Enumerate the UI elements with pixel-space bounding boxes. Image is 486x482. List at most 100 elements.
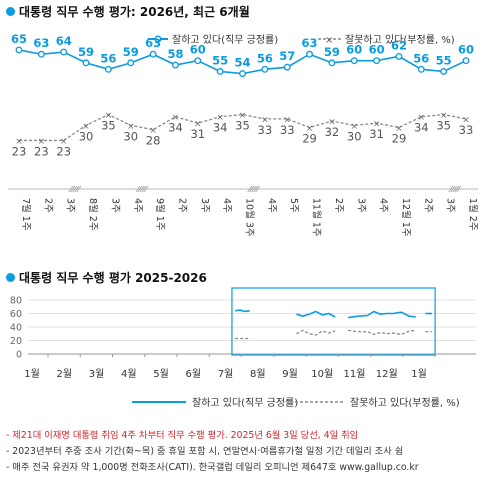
x-tick-label: 10월	[311, 368, 333, 380]
positive-point	[104, 65, 112, 73]
positive-point	[261, 65, 269, 73]
footnotes: - 제21대 이재명 대통령 취임 4주 차부터 직무 수행 평가. 2025년…	[6, 428, 419, 476]
axis-break-hatch-2	[255, 185, 261, 193]
negative-data-label: 33	[459, 123, 474, 137]
bullet-dot-icon	[6, 7, 15, 16]
negative-point: ×	[172, 113, 180, 123]
positive-data-label: 55	[212, 53, 228, 67]
chart1-title: 대통령 직무 수행 평가: 2026년, 최근 6개월	[6, 3, 250, 20]
x-tick-label: 2월	[56, 368, 72, 380]
positive-data-label: 64	[56, 34, 72, 48]
negative-data-label: 33	[258, 123, 273, 137]
positive-data-label: 54	[234, 56, 250, 70]
x-tick-label: 1월	[24, 368, 40, 380]
axis-break-hatch-2	[251, 185, 257, 193]
axis-break-hatch-1	[135, 185, 141, 193]
x-tick-label: 3주	[445, 198, 456, 213]
axis-break-hatch-0	[76, 185, 82, 193]
negative-series-line	[19, 113, 467, 142]
x-tick-label: 4월	[121, 368, 137, 380]
positive-point	[194, 57, 202, 65]
x-tick-label: 1월	[411, 368, 427, 380]
x-tick-label: 11월	[344, 368, 366, 380]
positive-data-label: 57	[279, 49, 295, 63]
x-tick-label: 12월 1주	[400, 198, 412, 237]
positive-point	[283, 63, 291, 71]
positive-point	[462, 57, 470, 65]
footnote-1: - 제21대 이재명 대통령 취임 4주 차부터 직무 수행 평가. 2025년…	[6, 430, 359, 441]
x-tick-label: 4주	[132, 198, 143, 213]
positive-data-label: 60	[346, 43, 362, 57]
positive-data-label: 56	[257, 51, 273, 65]
axis-break-hatch-2	[253, 185, 259, 193]
axis-break-hatch-2	[249, 185, 255, 193]
axis-break-hatch-1	[137, 185, 143, 193]
positive-point	[373, 57, 381, 65]
negative-point: ×	[350, 122, 358, 132]
negative-data-label: 34	[213, 121, 228, 135]
positive-point	[82, 59, 90, 67]
x-tick-label: 1월 2주	[467, 198, 479, 231]
positive-series-line	[235, 309, 250, 313]
axis-break-hatch-3	[456, 185, 462, 193]
positive-point	[239, 70, 246, 78]
chart2-title: 대통령 직무 수행 평가 2025-2026	[6, 269, 207, 286]
chart1-recent-6-months: 잘하고 있다(직무 긍정률) × 잘못하고 있다(부정률, %) 7월 1주 2주 3주 8…	[8, 32, 479, 237]
negative-data-label: 35	[235, 119, 250, 133]
negative-point: ×	[216, 113, 224, 123]
negative-point: ×	[395, 124, 403, 134]
x-tick-label: 11월 1주	[311, 198, 323, 237]
legend-negative-marker: ×	[325, 35, 333, 46]
negative-series-line	[347, 329, 416, 336]
y-tick-label: 80	[10, 296, 22, 307]
axis-break-hatch-3	[454, 185, 460, 193]
axis-break-hatch-0	[68, 185, 74, 193]
x-tick-label: 4주	[378, 198, 389, 213]
positive-data-label: 63	[33, 36, 49, 50]
negative-data-label: 29	[302, 132, 317, 146]
x-tick-label: 2주	[422, 198, 433, 213]
x-tick-label: 8월	[250, 368, 266, 380]
x-tick-label: 4주	[266, 198, 277, 213]
negative-point: ×	[127, 122, 135, 132]
legend-negative-label: 잘못하고 있다(부정률, %)	[350, 396, 460, 409]
positive-point	[171, 61, 179, 69]
positive-data-label: 60	[190, 43, 206, 57]
y-tick-label: 20	[10, 336, 22, 347]
axis-break-hatch-1	[143, 185, 149, 193]
axis-break-hatch-0	[74, 185, 80, 193]
negative-point: ×	[82, 122, 90, 132]
negative-data-label: 34	[168, 121, 183, 135]
negative-data-label: 28	[146, 134, 161, 148]
footnote-2: - 2023년부터 주중 조사 기간(화~목) 중 휴일 포함 시, 연말연시·…	[6, 446, 404, 457]
negative-data-label: 31	[190, 127, 205, 141]
y-tick-label: 0	[16, 350, 22, 361]
recent-period-highlight-box	[231, 287, 436, 356]
positive-point	[395, 52, 403, 60]
positive-point	[216, 68, 224, 75]
negative-series-line	[296, 329, 336, 336]
negative-point: ×	[261, 115, 269, 125]
negative-data-label: 30	[347, 129, 362, 143]
axis-break-hatch-2	[247, 185, 253, 193]
negative-point: ×	[373, 120, 381, 130]
positive-point	[37, 50, 45, 58]
negative-data-label: 32	[325, 125, 340, 139]
x-tick-label: 3주	[199, 198, 210, 213]
y-tick-label: 60	[10, 309, 22, 320]
negative-data-label: 23	[12, 144, 27, 158]
positive-data-label: 59	[324, 45, 340, 59]
negative-point: ×	[328, 118, 336, 128]
positive-data-label: 65	[11, 32, 27, 46]
negative-point: ×	[105, 111, 113, 121]
positive-data-label: 56	[413, 51, 429, 65]
positive-point	[417, 65, 425, 73]
negative-data-label: 35	[436, 119, 451, 133]
negative-point: ×	[38, 137, 46, 147]
x-tick-label: 12월	[376, 368, 398, 380]
negative-data-label: 33	[280, 123, 295, 137]
negative-point: ×	[418, 113, 426, 123]
x-tick-label: 5월	[153, 368, 169, 380]
negative-data-label: 30	[123, 129, 138, 143]
positive-point	[306, 50, 313, 58]
